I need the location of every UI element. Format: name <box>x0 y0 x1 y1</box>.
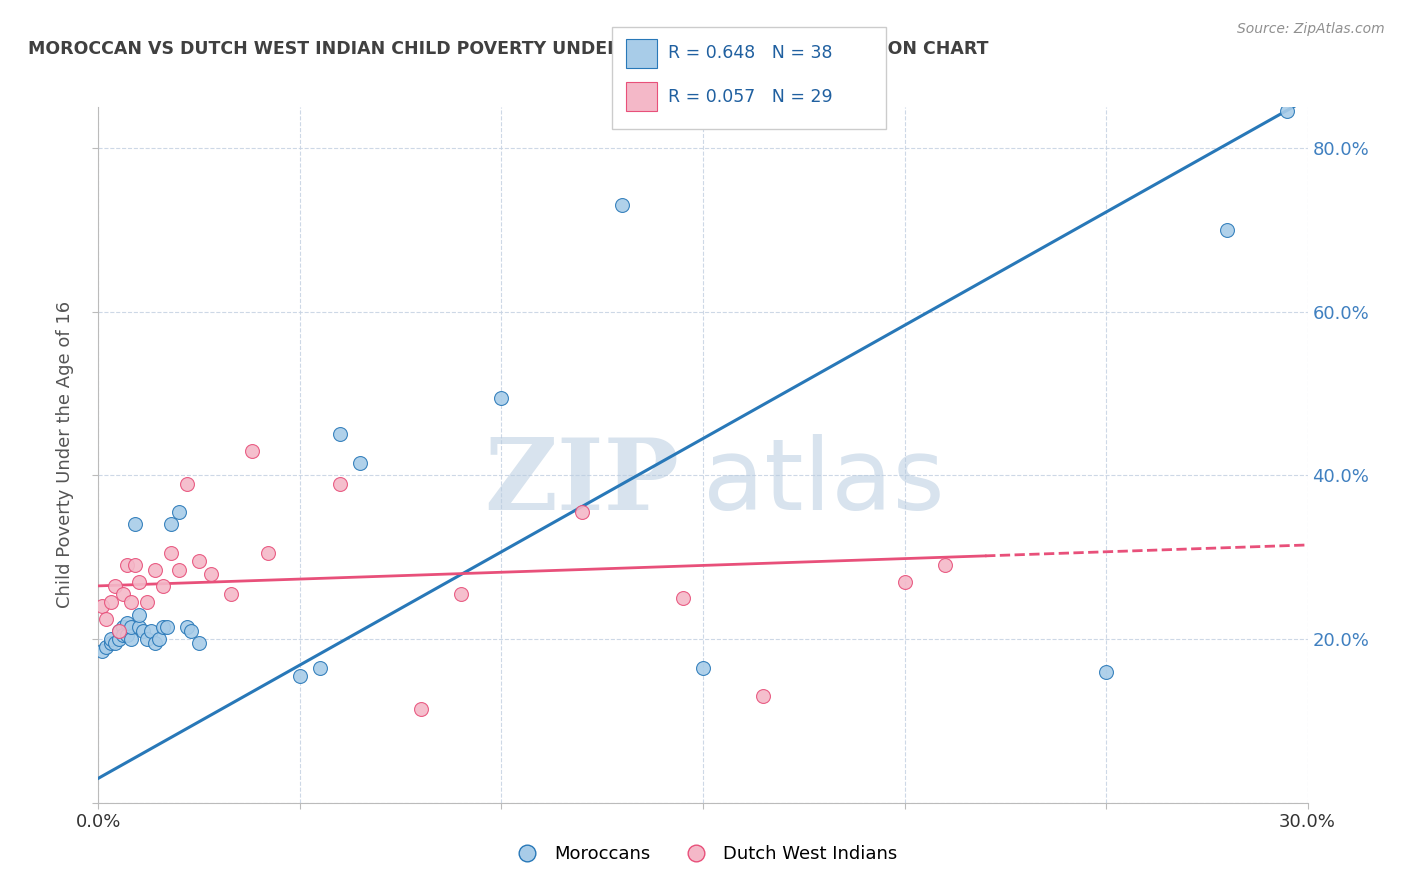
Text: ZIP: ZIP <box>484 434 679 532</box>
Point <box>115 628 138 642</box>
Point <box>612 198 634 212</box>
Point <box>152 620 174 634</box>
Point <box>115 558 138 573</box>
Point <box>115 615 138 630</box>
Point <box>107 624 129 638</box>
Point <box>103 579 125 593</box>
Point <box>91 644 114 658</box>
Point <box>120 632 142 646</box>
Point <box>128 607 150 622</box>
Point <box>491 391 513 405</box>
Point <box>1095 665 1118 679</box>
Point <box>1277 104 1299 119</box>
Point <box>111 628 134 642</box>
Point <box>132 624 155 638</box>
Text: R = 0.648   N = 38: R = 0.648 N = 38 <box>668 45 832 62</box>
Point <box>100 595 122 609</box>
Point <box>176 476 198 491</box>
Legend: Moroccans, Dutch West Indians: Moroccans, Dutch West Indians <box>502 838 904 871</box>
Point <box>180 624 202 638</box>
Point <box>100 632 122 646</box>
Point <box>128 574 150 589</box>
Point <box>176 620 198 634</box>
Point <box>135 595 157 609</box>
Point <box>124 517 146 532</box>
Point <box>188 554 211 568</box>
Point <box>91 599 114 614</box>
Point <box>96 640 118 655</box>
Point <box>160 517 183 532</box>
Point <box>240 443 263 458</box>
Point <box>409 701 432 715</box>
Point <box>934 558 956 573</box>
Y-axis label: Child Poverty Under the Age of 16: Child Poverty Under the Age of 16 <box>56 301 75 608</box>
Point <box>329 427 352 442</box>
Text: MOROCCAN VS DUTCH WEST INDIAN CHILD POVERTY UNDER THE AGE OF 16 CORRELATION CHAR: MOROCCAN VS DUTCH WEST INDIAN CHILD POVE… <box>28 40 988 58</box>
Point <box>96 612 118 626</box>
Point <box>309 661 332 675</box>
Point <box>120 620 142 634</box>
Point <box>103 636 125 650</box>
Point <box>221 587 243 601</box>
Point <box>1216 223 1239 237</box>
Point <box>156 620 179 634</box>
Point <box>200 566 222 581</box>
Text: Source: ZipAtlas.com: Source: ZipAtlas.com <box>1237 22 1385 37</box>
Point <box>329 476 352 491</box>
Point <box>135 632 157 646</box>
Point <box>139 624 162 638</box>
Point <box>167 505 190 519</box>
Point <box>111 587 134 601</box>
Point <box>188 636 211 650</box>
Point <box>672 591 695 606</box>
Point <box>752 690 775 704</box>
Point <box>107 624 129 638</box>
Point <box>143 636 166 650</box>
Point <box>148 632 170 646</box>
Point <box>893 574 915 589</box>
Text: R = 0.057   N = 29: R = 0.057 N = 29 <box>668 87 832 105</box>
Point <box>120 595 142 609</box>
Point <box>143 562 166 576</box>
Point <box>450 587 472 601</box>
Point <box>288 669 311 683</box>
Point <box>107 632 129 646</box>
Point <box>349 456 371 470</box>
Point <box>152 579 174 593</box>
Point <box>256 546 278 560</box>
Point <box>571 505 593 519</box>
Text: atlas: atlas <box>703 434 945 532</box>
Point <box>167 562 190 576</box>
Point <box>111 620 134 634</box>
Point <box>128 620 150 634</box>
Point <box>692 661 714 675</box>
Point <box>100 636 122 650</box>
Point <box>124 558 146 573</box>
Point <box>160 546 183 560</box>
